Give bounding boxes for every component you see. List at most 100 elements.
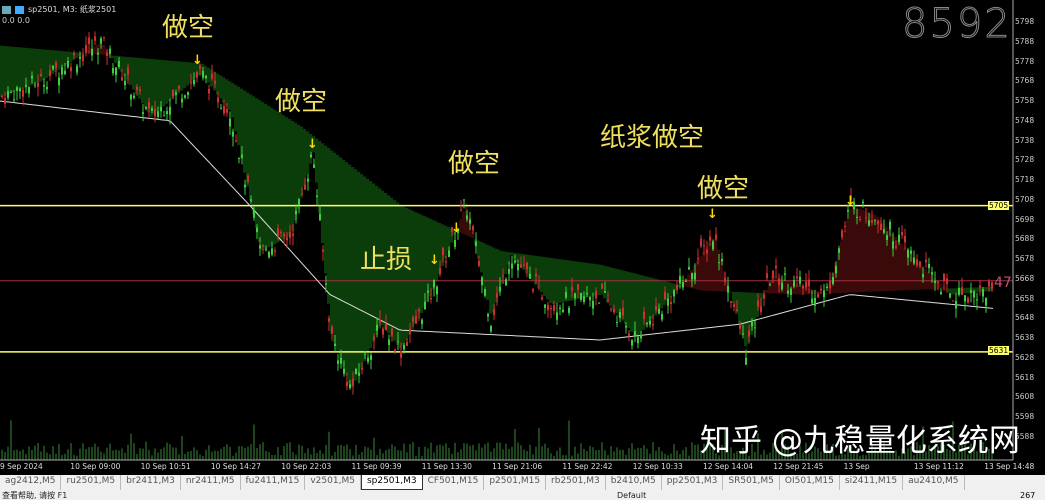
candle-body bbox=[388, 339, 390, 345]
candle-body bbox=[406, 341, 408, 346]
candle-body bbox=[331, 326, 333, 334]
cloud-band bbox=[330, 150, 334, 335]
cloud-band bbox=[39, 49, 43, 82]
cloud-band bbox=[924, 268, 928, 290]
tab-br2411-m3[interactable]: br2411,M3 bbox=[121, 475, 181, 490]
candle-body bbox=[418, 309, 420, 312]
candle-body bbox=[631, 340, 633, 346]
tab-sr501-m5[interactable]: SR501,M5 bbox=[723, 475, 780, 490]
candle-body bbox=[16, 87, 18, 91]
cloud-band bbox=[141, 58, 145, 104]
tab-cf501-m15[interactable]: CF501,M15 bbox=[423, 475, 485, 490]
cloud-band bbox=[660, 280, 664, 309]
cloud-band bbox=[315, 138, 319, 183]
cloud-band bbox=[738, 292, 742, 325]
candle-body bbox=[133, 95, 135, 99]
candle-body bbox=[409, 328, 411, 334]
watermark-number: 8592 bbox=[902, 1, 1012, 47]
candle-body bbox=[775, 265, 777, 269]
candle-body bbox=[112, 67, 114, 74]
candle-body bbox=[238, 157, 240, 159]
tab-nr2411-m5[interactable]: nr2411,M5 bbox=[181, 475, 241, 490]
tab-p2501-m15[interactable]: p2501,M15 bbox=[484, 475, 547, 490]
candle-body bbox=[523, 264, 525, 266]
cloud-band bbox=[849, 209, 853, 293]
candle-body bbox=[445, 261, 447, 263]
cloud-band bbox=[426, 217, 430, 302]
cloud-band bbox=[276, 111, 280, 243]
cloud-band bbox=[36, 48, 40, 83]
candle-body bbox=[475, 241, 477, 247]
candle-body bbox=[214, 80, 216, 84]
candle-body bbox=[907, 249, 909, 258]
tab-si2411-m15[interactable]: si2411,M15 bbox=[840, 475, 904, 490]
price-chart[interactable]: sp2501, M3: 纸浆2501 0.0 0.0 8592 做空 做空 止损… bbox=[0, 0, 1045, 475]
candle-body bbox=[82, 54, 84, 62]
candle-body bbox=[547, 304, 549, 311]
candle-body bbox=[565, 292, 567, 298]
candle-body bbox=[469, 219, 471, 224]
tab-au2410-m5[interactable]: au2410,M5 bbox=[903, 475, 965, 490]
cloud-band bbox=[174, 61, 178, 96]
cloud-band bbox=[0, 45, 4, 98]
candle-body bbox=[664, 291, 666, 300]
cloud-band bbox=[753, 292, 757, 326]
cloud-band bbox=[891, 233, 895, 291]
candle-body bbox=[226, 109, 228, 113]
candle-body bbox=[352, 378, 354, 386]
candle-body bbox=[7, 91, 9, 98]
candle-body bbox=[421, 319, 423, 325]
price-tick: 5688 bbox=[1015, 234, 1035, 244]
candle-body bbox=[358, 372, 360, 376]
cloud-band bbox=[855, 207, 859, 293]
cloud-band bbox=[189, 62, 193, 83]
candle-body bbox=[397, 341, 399, 343]
candle-body bbox=[310, 154, 312, 158]
cloud-band bbox=[255, 98, 259, 229]
tab-b2410-m5[interactable]: b2410,M5 bbox=[606, 475, 662, 490]
cloud-band bbox=[615, 268, 619, 314]
candle-body bbox=[394, 349, 396, 352]
tab-fu2411-m15[interactable]: fu2411,M15 bbox=[241, 475, 306, 490]
cloud-band bbox=[489, 246, 493, 314]
tab-rb2501-m3[interactable]: rb2501,M3 bbox=[546, 475, 606, 490]
cloud-band bbox=[699, 256, 703, 291]
tab-sp2501-m3[interactable]: sp2501,M3 bbox=[360, 475, 423, 490]
cloud-band bbox=[963, 287, 967, 294]
candle-body bbox=[292, 233, 294, 236]
cloud-band bbox=[837, 251, 841, 294]
cloud-band bbox=[30, 48, 34, 86]
tab-ru2501-m5[interactable]: ru2501,M5 bbox=[61, 475, 122, 490]
candle-body bbox=[343, 368, 345, 374]
candle-body bbox=[940, 291, 942, 295]
candle-body bbox=[535, 273, 537, 277]
cloud-band bbox=[42, 49, 46, 80]
tab-v2501-m5[interactable]: v2501,M5 bbox=[305, 475, 361, 490]
cloud-band bbox=[669, 282, 673, 298]
cloud-band bbox=[186, 62, 190, 86]
price-tick: 5638 bbox=[1015, 333, 1035, 342]
candle-body bbox=[787, 290, 789, 294]
cloud-band bbox=[18, 47, 22, 90]
tab-oi501-m15[interactable]: OI501,M15 bbox=[780, 475, 840, 490]
cloud-band bbox=[666, 281, 670, 302]
candle-body bbox=[235, 140, 237, 142]
candle-body bbox=[154, 108, 156, 117]
candle-body bbox=[247, 175, 249, 182]
annotation-stop-loss: 止损 bbox=[360, 245, 413, 275]
candle-body bbox=[304, 184, 306, 190]
tab-ag2412-m5[interactable]: ag2412,M5 bbox=[0, 475, 62, 490]
time-tick: 11 Sep 22:42 bbox=[562, 462, 613, 471]
candle-body bbox=[463, 199, 465, 201]
candle-body bbox=[127, 67, 129, 75]
cloud-band bbox=[240, 88, 244, 159]
candle-body bbox=[22, 89, 24, 97]
cloud-band bbox=[297, 124, 301, 209]
cloud-band bbox=[702, 251, 706, 291]
cloud-band bbox=[150, 59, 154, 117]
tab-pp2501-m3[interactable]: pp2501,M3 bbox=[662, 475, 724, 490]
candle-body bbox=[49, 70, 51, 77]
cloud-band bbox=[585, 262, 589, 298]
cloud-band bbox=[420, 214, 424, 313]
candle-body bbox=[544, 304, 546, 308]
